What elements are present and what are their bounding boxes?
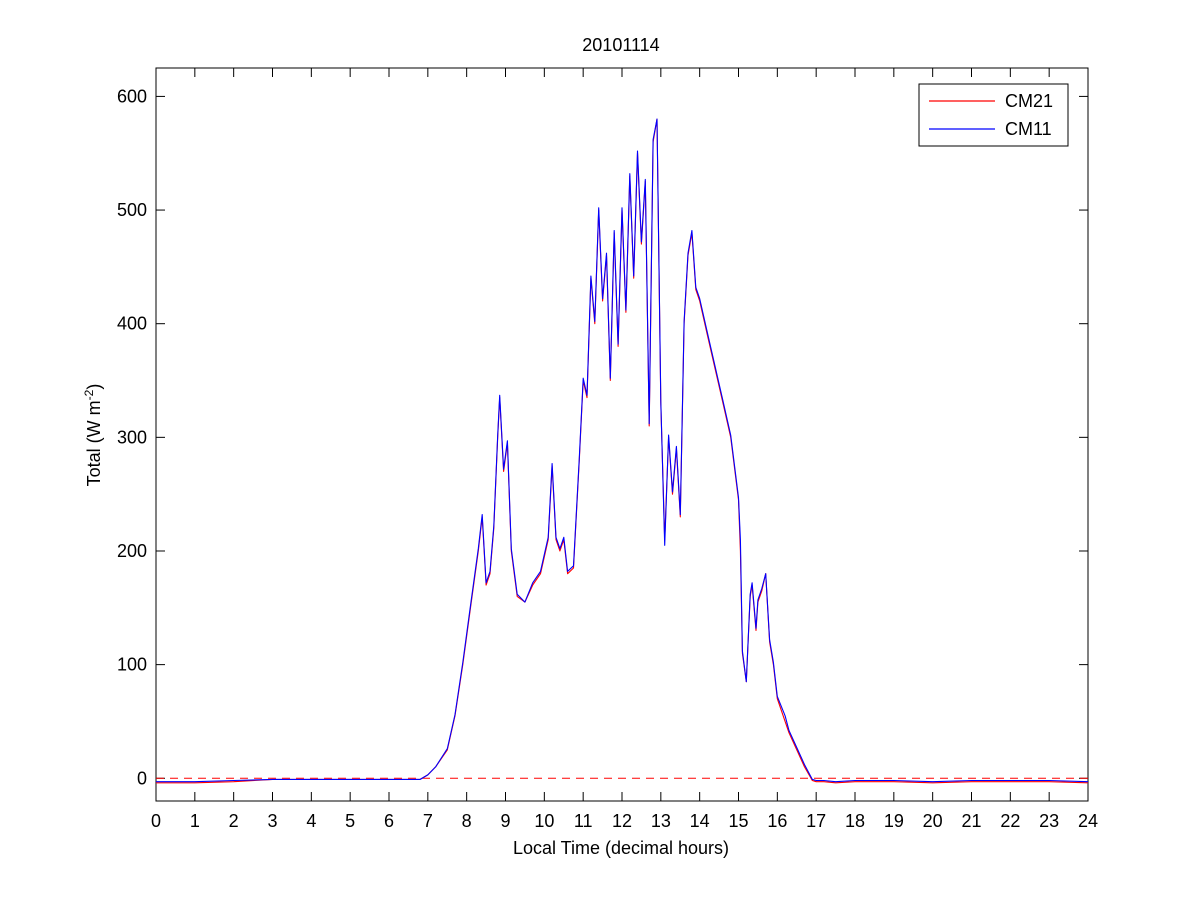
x-tick-label: 17	[806, 811, 826, 831]
x-tick-label: 2	[229, 811, 239, 831]
legend-label-cm21: CM21	[1005, 91, 1053, 111]
y-tick-label: 500	[117, 200, 147, 220]
x-tick-label: 12	[612, 811, 632, 831]
y-axis-label-text: Total (W m	[84, 400, 104, 486]
x-axis-ticks: 0 1 2 3 4 5 6 7 8 9 10 11 12 13 14 15 16 17 18 19 20 21 22 23 24	[151, 68, 1098, 831]
x-tick-label: 24	[1078, 811, 1098, 831]
x-tick-label: 11	[574, 811, 593, 831]
x-tick-label: 7	[423, 811, 433, 831]
y-tick-label: 600	[117, 86, 147, 106]
x-tick-label: 1	[190, 811, 200, 831]
legend-box	[918, 83, 1069, 147]
y-tick-label: 300	[117, 427, 147, 447]
series-line-cm11	[156, 118, 1089, 783]
y-tick-label: 0	[137, 768, 147, 788]
x-tick-label: 23	[1039, 811, 1059, 831]
y-tick-label: 400	[117, 314, 147, 334]
y-axis-label-suffix: )	[84, 384, 104, 390]
x-tick-label: 3	[267, 811, 277, 831]
y-axis-label: Total (W m-2)	[82, 384, 104, 487]
x-tick-label: 13	[651, 811, 671, 831]
x-tick-label: 22	[1000, 811, 1020, 831]
x-axis-label: Local Time (decimal hours)	[513, 838, 729, 858]
x-tick-label: 8	[462, 811, 472, 831]
x-tick-label: 9	[500, 811, 510, 831]
x-tick-label: 10	[534, 811, 554, 831]
x-tick-label: 14	[690, 811, 710, 831]
y-axis-ticks: 0 100 200 300 400 500 600	[117, 86, 1088, 788]
legend-label-cm11: CM11	[1005, 119, 1052, 139]
plot-area	[155, 67, 1089, 802]
y-tick-label: 100	[117, 655, 147, 675]
x-tick-label: 4	[306, 811, 316, 831]
y-tick-label: 200	[117, 541, 147, 561]
x-tick-label: 15	[728, 811, 748, 831]
x-tick-label: 0	[151, 811, 161, 831]
x-tick-label: 19	[884, 811, 904, 831]
legend: CM21 CM11	[918, 83, 1069, 147]
x-tick-label: 16	[767, 811, 787, 831]
chart-title: 20101114	[582, 35, 659, 55]
x-tick-label: 6	[384, 811, 394, 831]
x-tick-label: 21	[961, 811, 981, 831]
x-tick-label: 20	[923, 811, 943, 831]
series-group	[156, 118, 1089, 784]
y-axis-label-superscript: -2	[82, 389, 96, 400]
x-tick-label: 18	[845, 811, 865, 831]
x-tick-label: 5	[345, 811, 355, 831]
